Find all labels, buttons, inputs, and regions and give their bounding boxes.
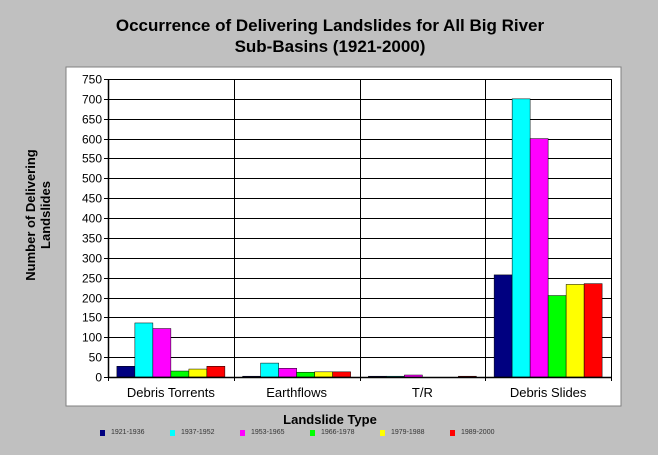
y-tick-label: 50 (89, 351, 103, 365)
x-tick-label: Debris Slides (510, 385, 587, 400)
legend-label: 1953-1965 (251, 429, 285, 436)
bar (314, 371, 333, 378)
bar (565, 284, 585, 378)
bar (296, 371, 315, 378)
y-tick-label: 500 (82, 172, 102, 186)
legend-item: 1937-1952 (170, 429, 236, 436)
legend-item: 1953-1965 (240, 429, 306, 436)
legend-item: 1989-2000 (450, 429, 516, 436)
chart-title-line1: Occurrence of Delivering Landslides for … (115, 16, 545, 35)
legend-label: 1937-1952 (181, 429, 215, 436)
y-tick-label: 550 (82, 152, 102, 166)
bar (116, 366, 136, 378)
legend-swatch (170, 429, 175, 436)
bar (529, 138, 549, 378)
y-tick-label: 200 (82, 292, 102, 306)
bar (260, 362, 279, 378)
bar (332, 371, 351, 378)
y-tick-label: 0 (95, 371, 102, 385)
y-tick-label: 600 (82, 133, 102, 147)
legend-swatch (240, 429, 245, 436)
bar (404, 374, 423, 378)
y-tick-label: 350 (82, 232, 102, 246)
legend-label: 1979-1988 (391, 429, 425, 436)
legend-swatch (100, 429, 105, 436)
legend-item: 1921-1936 (100, 429, 166, 436)
bar (493, 274, 513, 378)
x-tick-label: T/R (412, 385, 433, 400)
chart-title-line2: Sub-Basins (1921-2000) (234, 37, 426, 56)
y-tick-label: 100 (82, 331, 102, 345)
legend-item: 1966-1978 (310, 429, 376, 436)
y-tick-label: 700 (82, 93, 102, 107)
y-tick-label: 250 (82, 272, 102, 286)
x-tick-label: Earthflows (266, 385, 327, 400)
legend-item: 1979-1988 (380, 429, 446, 436)
y-tick-label: 450 (82, 192, 102, 206)
legend-label: 1989-2000 (461, 429, 495, 436)
y-tick-label: 750 (82, 73, 102, 87)
y-tick-label: 300 (82, 252, 102, 266)
legend-label: 1921-1936 (111, 429, 145, 436)
legend-swatch (380, 429, 385, 436)
bar (583, 283, 603, 378)
bar (170, 370, 190, 378)
bar (511, 98, 531, 378)
bar (547, 295, 567, 378)
bar (206, 366, 226, 378)
legend: 1921-1936 1937-1952 1953-1965 1966-1978 1979… (100, 429, 520, 436)
x-axis-label: Landslide Type (283, 412, 377, 427)
y-tick-label: 650 (82, 113, 102, 127)
legend-swatch (450, 429, 455, 436)
legend-label: 1966-1978 (321, 429, 355, 436)
bar (188, 368, 208, 378)
chart-title: Occurrence of Delivering Landslides for … (60, 15, 600, 57)
bar (278, 368, 297, 378)
x-tick-label: Debris Torrents (127, 385, 215, 400)
bar (152, 328, 172, 378)
bar (134, 322, 154, 378)
legend-swatch (310, 429, 315, 436)
y-tick-label: 400 (82, 212, 102, 226)
y-tick-label: 150 (82, 311, 102, 325)
